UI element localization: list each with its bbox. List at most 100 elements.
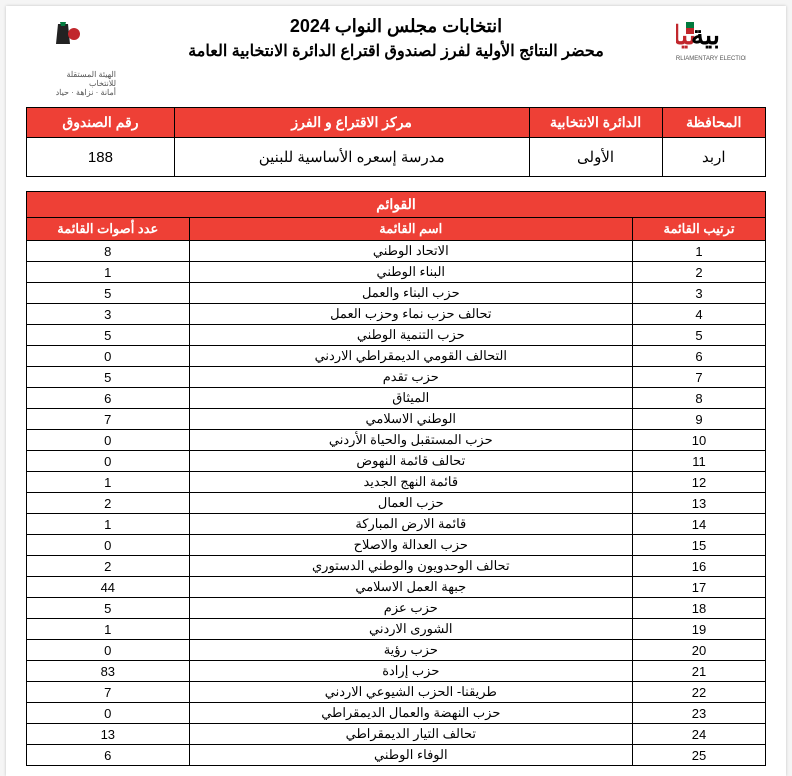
document-header: نيا بية PARLIAMENTARY ELECTIONS انتخابات… <box>26 16 766 97</box>
title-sub: محضر النتائج الأولية لفرز لصندوق اقتراع … <box>116 41 676 61</box>
cell-votes: 6 <box>27 745 190 766</box>
table-row: 8الميثاق6 <box>27 388 766 409</box>
cell-votes: 83 <box>27 661 190 682</box>
cell-votes: 2 <box>27 493 190 514</box>
table-row: 20حزب رؤية0 <box>27 640 766 661</box>
table-row: 2البناء الوطني1 <box>27 262 766 283</box>
cell-rank: 12 <box>632 472 765 493</box>
cell-name: تحالف التيار الديمقراطي <box>189 724 632 745</box>
lists-th-rank: ترتيب القائمة <box>632 218 765 241</box>
cell-rank: 24 <box>632 724 765 745</box>
cell-name: الوفاء الوطني <box>189 745 632 766</box>
table-row: 11تحالف قائمة النهوض0 <box>27 451 766 472</box>
table-row: 19الشورى الاردني1 <box>27 619 766 640</box>
cell-votes: 5 <box>27 367 190 388</box>
cell-votes: 1 <box>27 514 190 535</box>
cell-votes: 0 <box>27 535 190 556</box>
parliamentary-elections-logo: نيا بية PARLIAMENTARY ELECTIONS <box>676 16 766 71</box>
lists-section-title: القوائم <box>27 192 766 218</box>
iec-logo: الهيئة المستقلةللانتخابأمانة · نزاهة · ح… <box>26 16 116 97</box>
cell-votes: 5 <box>27 283 190 304</box>
cell-name: جبهة العمل الاسلامي <box>189 577 632 598</box>
svg-text:بية: بية <box>691 20 720 50</box>
cell-votes: 0 <box>27 703 190 724</box>
info-th-center: مركز الاقتراع و الفرز <box>174 108 529 138</box>
cell-votes: 8 <box>27 241 190 262</box>
cell-votes: 1 <box>27 472 190 493</box>
info-td-governorate: اربد <box>662 138 765 177</box>
cell-votes: 6 <box>27 388 190 409</box>
cell-rank: 22 <box>632 682 765 703</box>
table-row: 4تحالف حزب نماء وحزب العمل3 <box>27 304 766 325</box>
info-td-box: 188 <box>27 138 175 177</box>
cell-rank: 25 <box>632 745 765 766</box>
table-row: 1الاتحاد الوطني8 <box>27 241 766 262</box>
table-row: 22طريقنا- الحزب الشيوعي الاردني7 <box>27 682 766 703</box>
cell-name: تحالف قائمة النهوض <box>189 451 632 472</box>
table-row: 21حزب إرادة83 <box>27 661 766 682</box>
cell-name: طريقنا- الحزب الشيوعي الاردني <box>189 682 632 703</box>
cell-rank: 1 <box>632 241 765 262</box>
cell-votes: 3 <box>27 304 190 325</box>
cell-name: حزب التنمية الوطني <box>189 325 632 346</box>
table-row: 17جبهة العمل الاسلامي44 <box>27 577 766 598</box>
cell-votes: 2 <box>27 556 190 577</box>
table-row: 25الوفاء الوطني6 <box>27 745 766 766</box>
table-row: 7حزب تقدم5 <box>27 367 766 388</box>
cell-name: الشورى الاردني <box>189 619 632 640</box>
table-row: 16تحالف الوحدويون والوطني الدستوري2 <box>27 556 766 577</box>
lists-th-votes: عدد أصوات القائمة <box>27 218 190 241</box>
info-table: المحافظة الدائرة الانتخابية مركز الاقترا… <box>26 107 766 177</box>
cell-rank: 10 <box>632 430 765 451</box>
cell-name: تحالف الوحدويون والوطني الدستوري <box>189 556 632 577</box>
cell-rank: 9 <box>632 409 765 430</box>
table-row: 15حزب العدالة والاصلاح0 <box>27 535 766 556</box>
cell-rank: 18 <box>632 598 765 619</box>
cell-name: قائمة النهج الجديد <box>189 472 632 493</box>
info-td-district: الأولى <box>529 138 662 177</box>
cell-name: حزب العدالة والاصلاح <box>189 535 632 556</box>
lists-table: القوائم ترتيب القائمة اسم القائمة عدد أص… <box>26 191 766 766</box>
cell-rank: 15 <box>632 535 765 556</box>
table-row: 23حزب النهضة والعمال الديمقراطي0 <box>27 703 766 724</box>
info-td-center: مدرسة إسعره الأساسية للبنين <box>174 138 529 177</box>
cell-name: الاتحاد الوطني <box>189 241 632 262</box>
cell-name: حزب البناء والعمل <box>189 283 632 304</box>
cell-votes: 7 <box>27 409 190 430</box>
table-row: 5حزب التنمية الوطني5 <box>27 325 766 346</box>
info-th-governorate: المحافظة <box>662 108 765 138</box>
title-main: انتخابات مجلس النواب 2024 <box>116 16 676 37</box>
cell-rank: 11 <box>632 451 765 472</box>
cell-rank: 14 <box>632 514 765 535</box>
cell-rank: 7 <box>632 367 765 388</box>
cell-rank: 3 <box>632 283 765 304</box>
lists-th-name: اسم القائمة <box>189 218 632 241</box>
cell-votes: 5 <box>27 598 190 619</box>
cell-name: حزب النهضة والعمال الديمقراطي <box>189 703 632 724</box>
cell-votes: 0 <box>27 451 190 472</box>
cell-rank: 21 <box>632 661 765 682</box>
cell-votes: 0 <box>27 430 190 451</box>
cell-name: حزب المستقبل والحياة الأردني <box>189 430 632 451</box>
cell-name: تحالف حزب نماء وحزب العمل <box>189 304 632 325</box>
cell-name: البناء الوطني <box>189 262 632 283</box>
table-row: 18حزب عزم5 <box>27 598 766 619</box>
table-row: 13حزب العمال2 <box>27 493 766 514</box>
table-row: 12قائمة النهج الجديد1 <box>27 472 766 493</box>
cell-rank: 19 <box>632 619 765 640</box>
info-th-district: الدائرة الانتخابية <box>529 108 662 138</box>
cell-votes: 0 <box>27 346 190 367</box>
table-row: 14قائمة الارض المباركة1 <box>27 514 766 535</box>
cell-name: حزب تقدم <box>189 367 632 388</box>
table-row: 3حزب البناء والعمل5 <box>27 283 766 304</box>
cell-rank: 2 <box>632 262 765 283</box>
cell-name: التحالف القومي الديمقراطي الاردني <box>189 346 632 367</box>
table-row: 6التحالف القومي الديمقراطي الاردني0 <box>27 346 766 367</box>
cell-votes: 44 <box>27 577 190 598</box>
cell-rank: 23 <box>632 703 765 724</box>
cell-name: حزب رؤية <box>189 640 632 661</box>
info-th-box: رقم الصندوق <box>27 108 175 138</box>
cell-name: حزب العمال <box>189 493 632 514</box>
table-row: 9الوطني الاسلامي7 <box>27 409 766 430</box>
cell-rank: 17 <box>632 577 765 598</box>
